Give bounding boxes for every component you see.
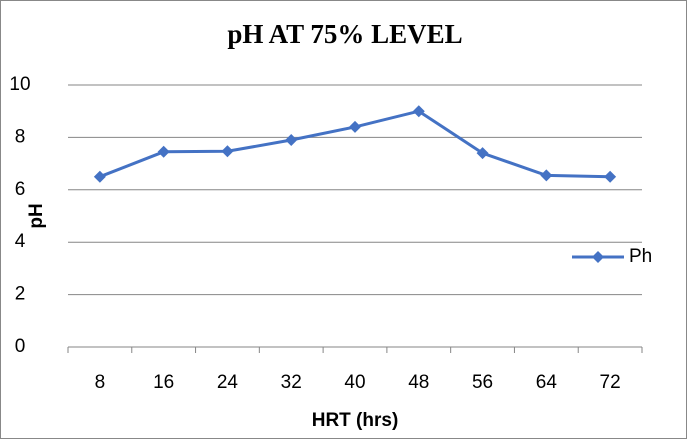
x-tick-label: 40 bbox=[344, 372, 365, 393]
marker bbox=[157, 145, 170, 158]
x-tick-label: 32 bbox=[281, 372, 302, 393]
chart-title: pH AT 75% LEVEL bbox=[227, 19, 462, 49]
y-axis-label: pH bbox=[26, 203, 47, 228]
x-tick-label: 72 bbox=[600, 372, 621, 393]
x-axis-label: HRT (hrs) bbox=[312, 410, 399, 431]
marker bbox=[476, 147, 489, 160]
y-tick-label: 2 bbox=[15, 284, 26, 305]
legend-label: Ph bbox=[629, 246, 652, 267]
x-tick-label: 48 bbox=[408, 372, 429, 393]
marker bbox=[540, 169, 553, 182]
x-tick-label: 56 bbox=[472, 372, 493, 393]
y-tick-label: 0 bbox=[15, 336, 26, 357]
marker bbox=[412, 105, 425, 118]
x-tick-label: 8 bbox=[95, 372, 106, 393]
x-tick-label: 24 bbox=[217, 372, 239, 393]
marker bbox=[349, 120, 361, 133]
y-tick-label: 4 bbox=[15, 231, 26, 252]
marker bbox=[285, 134, 298, 147]
marker bbox=[221, 145, 234, 158]
x-tick-label: 64 bbox=[536, 372, 558, 393]
marker bbox=[93, 170, 106, 183]
y-tick-label: 8 bbox=[15, 126, 26, 147]
legend-marker bbox=[592, 251, 604, 263]
y-tick-label: 6 bbox=[15, 179, 26, 200]
y-tick-label: 10 bbox=[9, 74, 30, 95]
x-tick-label: 16 bbox=[153, 372, 174, 393]
marker bbox=[604, 170, 617, 183]
